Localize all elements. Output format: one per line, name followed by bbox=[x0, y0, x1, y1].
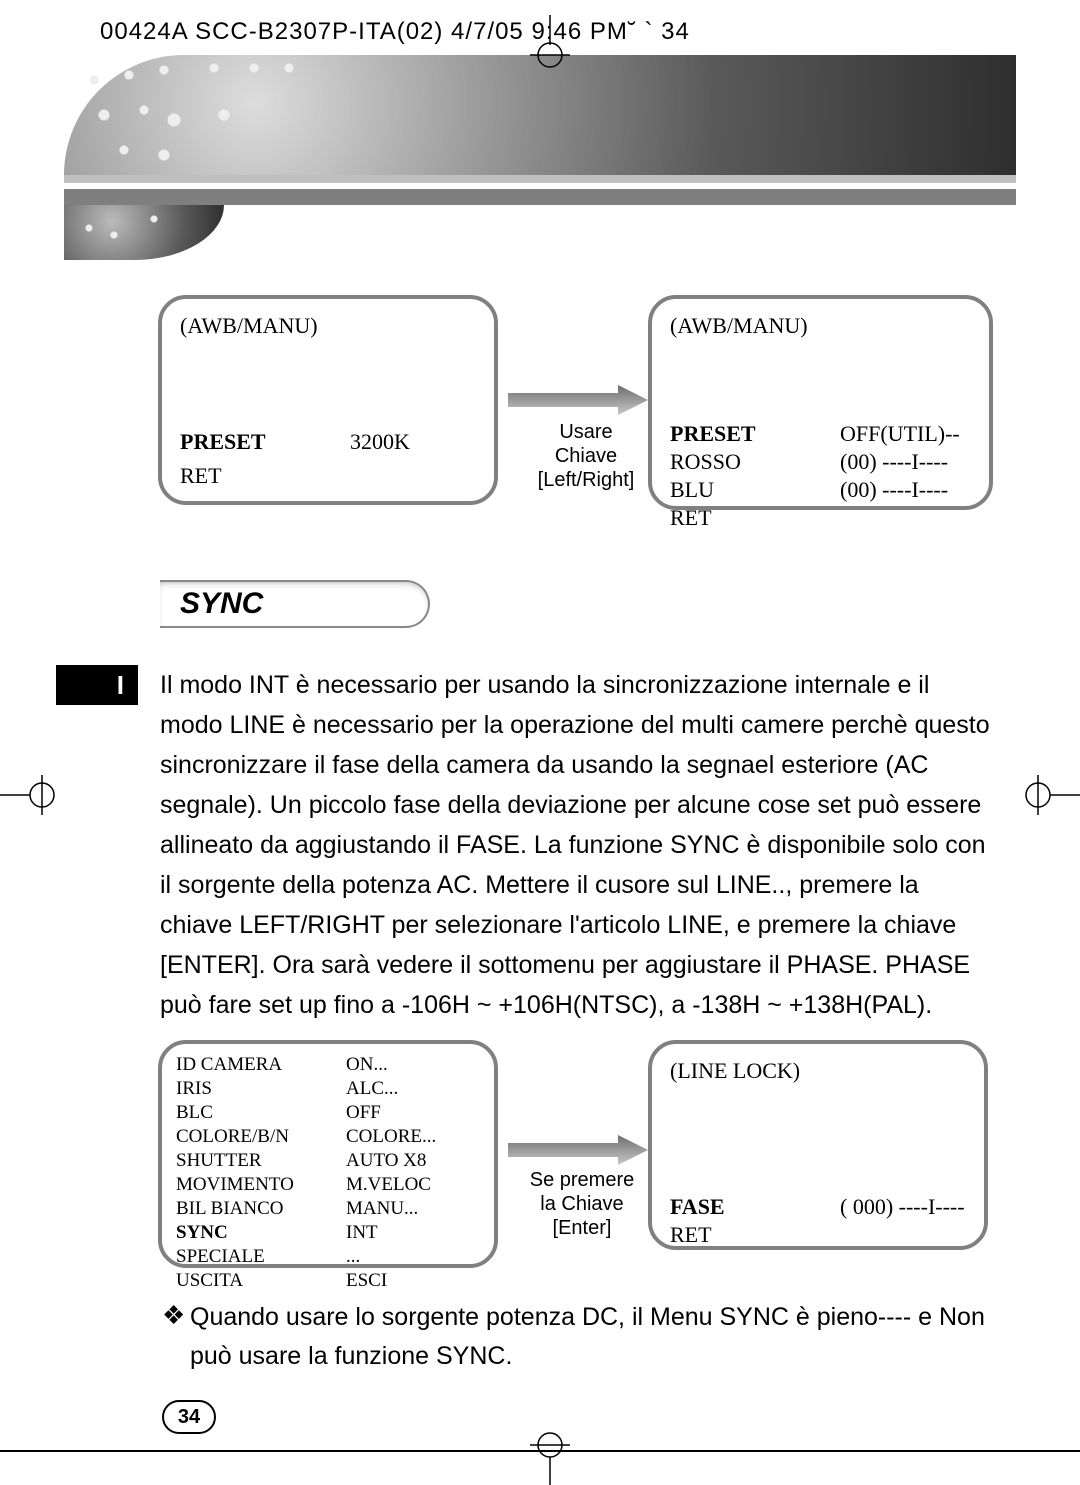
arrow-label-line: la Chiave bbox=[518, 1192, 646, 1216]
menu-value: ... bbox=[346, 1246, 442, 1270]
menu-label: USCITA bbox=[176, 1270, 346, 1294]
table-row: BLU (00) ----I---- bbox=[670, 477, 966, 505]
table-row: BIL BIANCOMANU... bbox=[176, 1198, 442, 1222]
fase-value: ( 000) ----I---- bbox=[840, 1194, 971, 1222]
menu-label: ID CAMERA bbox=[176, 1054, 346, 1078]
menu-label: IRIS bbox=[176, 1078, 346, 1102]
fase-label: FASE bbox=[670, 1194, 840, 1222]
table-row: RET bbox=[670, 1222, 971, 1250]
menu-value: COLORE... bbox=[346, 1126, 442, 1150]
blu-value: (00) ----I---- bbox=[840, 477, 966, 505]
box-a-title: (AWB/MANU) bbox=[180, 313, 476, 339]
menu-row-1: (AWB/MANU) PRESET 3200K RET (AWB/MANU) P… bbox=[158, 295, 1016, 505]
table-row: IRISALC... bbox=[176, 1078, 442, 1102]
sync-note: Quando usare lo sorgente potenza DC, il … bbox=[190, 1298, 990, 1376]
section-header-pill: SYNC bbox=[160, 580, 430, 628]
ret-label: RET bbox=[180, 463, 350, 491]
awb-manu-box-left: (AWB/MANU) PRESET 3200K RET bbox=[158, 295, 498, 505]
table-row: SHUTTERAUTO X8 bbox=[176, 1150, 442, 1174]
menu-label: MOVIMENTO bbox=[176, 1174, 346, 1198]
arrow-label-line: [Left/Right] bbox=[526, 468, 646, 492]
box-b-title: (AWB/MANU) bbox=[670, 313, 971, 339]
crop-mark-top bbox=[530, 15, 570, 75]
menu-label: SPECIALE bbox=[176, 1246, 346, 1270]
table-row: ID CAMERAON... bbox=[176, 1054, 442, 1078]
menu-label: COLORE/B/N bbox=[176, 1126, 346, 1150]
crop-mark-bottom bbox=[530, 1430, 570, 1485]
sync-paragraph: Il modo INT è necessario per usando la s… bbox=[160, 665, 990, 1025]
arrow-label-line: Usare bbox=[526, 420, 646, 444]
rosso-label: ROSSO bbox=[670, 449, 840, 477]
blu-label: BLU bbox=[670, 477, 840, 505]
page-number: 34 bbox=[178, 1406, 200, 1429]
arrow-label-2: Se premere la Chiave [Enter] bbox=[518, 1168, 646, 1240]
crop-mark-right bbox=[1020, 775, 1080, 815]
language-marker: I bbox=[56, 665, 138, 705]
menu-row-2: ID CAMERAON... IRISALC... BLCOFF COLORE/… bbox=[158, 1040, 1016, 1260]
table-row: ROSSO (00) ----I---- bbox=[670, 449, 966, 477]
banner-nub bbox=[64, 205, 224, 260]
box-a-table: PRESET 3200K RET bbox=[180, 429, 416, 491]
ret-label: RET bbox=[670, 1222, 840, 1250]
arrow-right-icon bbox=[508, 1135, 648, 1165]
page-root: 00424A SCC-B2307P-ITA(02) 4/7/05 9:46 PM… bbox=[0, 0, 1080, 1485]
awb-manu-box-right: (AWB/MANU) PRESET OFF(UTIL)-- ROSSO (00)… bbox=[648, 295, 993, 510]
table-row: MOVIMENTOM.VELOC bbox=[176, 1174, 442, 1198]
crop-mark-left bbox=[0, 775, 60, 815]
section-title: SYNC bbox=[180, 587, 263, 621]
page-number-badge: 34 bbox=[162, 1400, 216, 1434]
rosso-value: (00) ----I---- bbox=[840, 449, 966, 477]
menu-label: BLC bbox=[176, 1102, 346, 1126]
arrow-label-line: [Enter] bbox=[518, 1216, 646, 1240]
table-row: BLCOFF bbox=[176, 1102, 442, 1126]
menu-value: OFF bbox=[346, 1102, 442, 1126]
banner-bubbles bbox=[74, 60, 334, 170]
preset-label: PRESET bbox=[180, 429, 350, 457]
box-d-title: (LINE LOCK) bbox=[670, 1058, 966, 1084]
line-lock-box: (LINE LOCK) FASE ( 000) ----I---- RET bbox=[648, 1040, 988, 1250]
preset-value: OFF(UTIL)-- bbox=[840, 421, 966, 449]
arrow-label-line: Chiave bbox=[526, 444, 646, 468]
table-row: RET bbox=[180, 463, 416, 491]
arrow-right-icon bbox=[508, 385, 648, 415]
table-row: FASE ( 000) ----I---- bbox=[670, 1194, 971, 1222]
main-menu-box: ID CAMERAON... IRISALC... BLCOFF COLORE/… bbox=[158, 1040, 498, 1268]
table-row: PRESET 3200K bbox=[180, 429, 416, 457]
menu-label: SHUTTER bbox=[176, 1150, 346, 1174]
arrow-label-line: Se premere bbox=[518, 1168, 646, 1192]
menu-label: BIL BIANCO bbox=[176, 1198, 346, 1222]
language-letter: I bbox=[117, 670, 124, 701]
ret-label: RET bbox=[670, 505, 840, 533]
table-row: COLORE/B/NCOLORE... bbox=[176, 1126, 442, 1150]
box-d-table: FASE ( 000) ----I---- RET bbox=[670, 1194, 971, 1250]
box-c-table: ID CAMERAON... IRISALC... BLCOFF COLORE/… bbox=[176, 1054, 442, 1294]
menu-value: ESCI bbox=[346, 1270, 442, 1294]
table-row: SPECIALE... bbox=[176, 1246, 442, 1270]
table-row: SYNCINT bbox=[176, 1222, 442, 1246]
menu-value: ALC... bbox=[346, 1078, 442, 1102]
banner-stripes bbox=[64, 175, 1016, 205]
table-row: RET bbox=[670, 505, 966, 533]
file-header-line: 00424A SCC-B2307P-ITA(02) 4/7/05 9:46 PM… bbox=[100, 18, 690, 46]
arrow-label-1: Usare Chiave [Left/Right] bbox=[526, 420, 646, 492]
table-row: PRESET OFF(UTIL)-- bbox=[670, 421, 966, 449]
menu-value: MANU... bbox=[346, 1198, 442, 1222]
menu-value: AUTO X8 bbox=[346, 1150, 442, 1174]
bottom-trim-line bbox=[0, 1450, 1080, 1452]
preset-value: 3200K bbox=[350, 429, 416, 457]
table-row: USCITAESCI bbox=[176, 1270, 442, 1294]
sync-menu-value: INT bbox=[346, 1222, 442, 1246]
box-b-table: PRESET OFF(UTIL)-- ROSSO (00) ----I---- … bbox=[670, 421, 966, 533]
note-bullet-icon: ❖ bbox=[162, 1300, 185, 1331]
decorative-banner bbox=[64, 55, 1016, 220]
menu-value: M.VELOC bbox=[346, 1174, 442, 1198]
sync-menu-label: SYNC bbox=[176, 1222, 346, 1246]
preset-label: PRESET bbox=[670, 421, 840, 449]
menu-value: ON... bbox=[346, 1054, 442, 1078]
